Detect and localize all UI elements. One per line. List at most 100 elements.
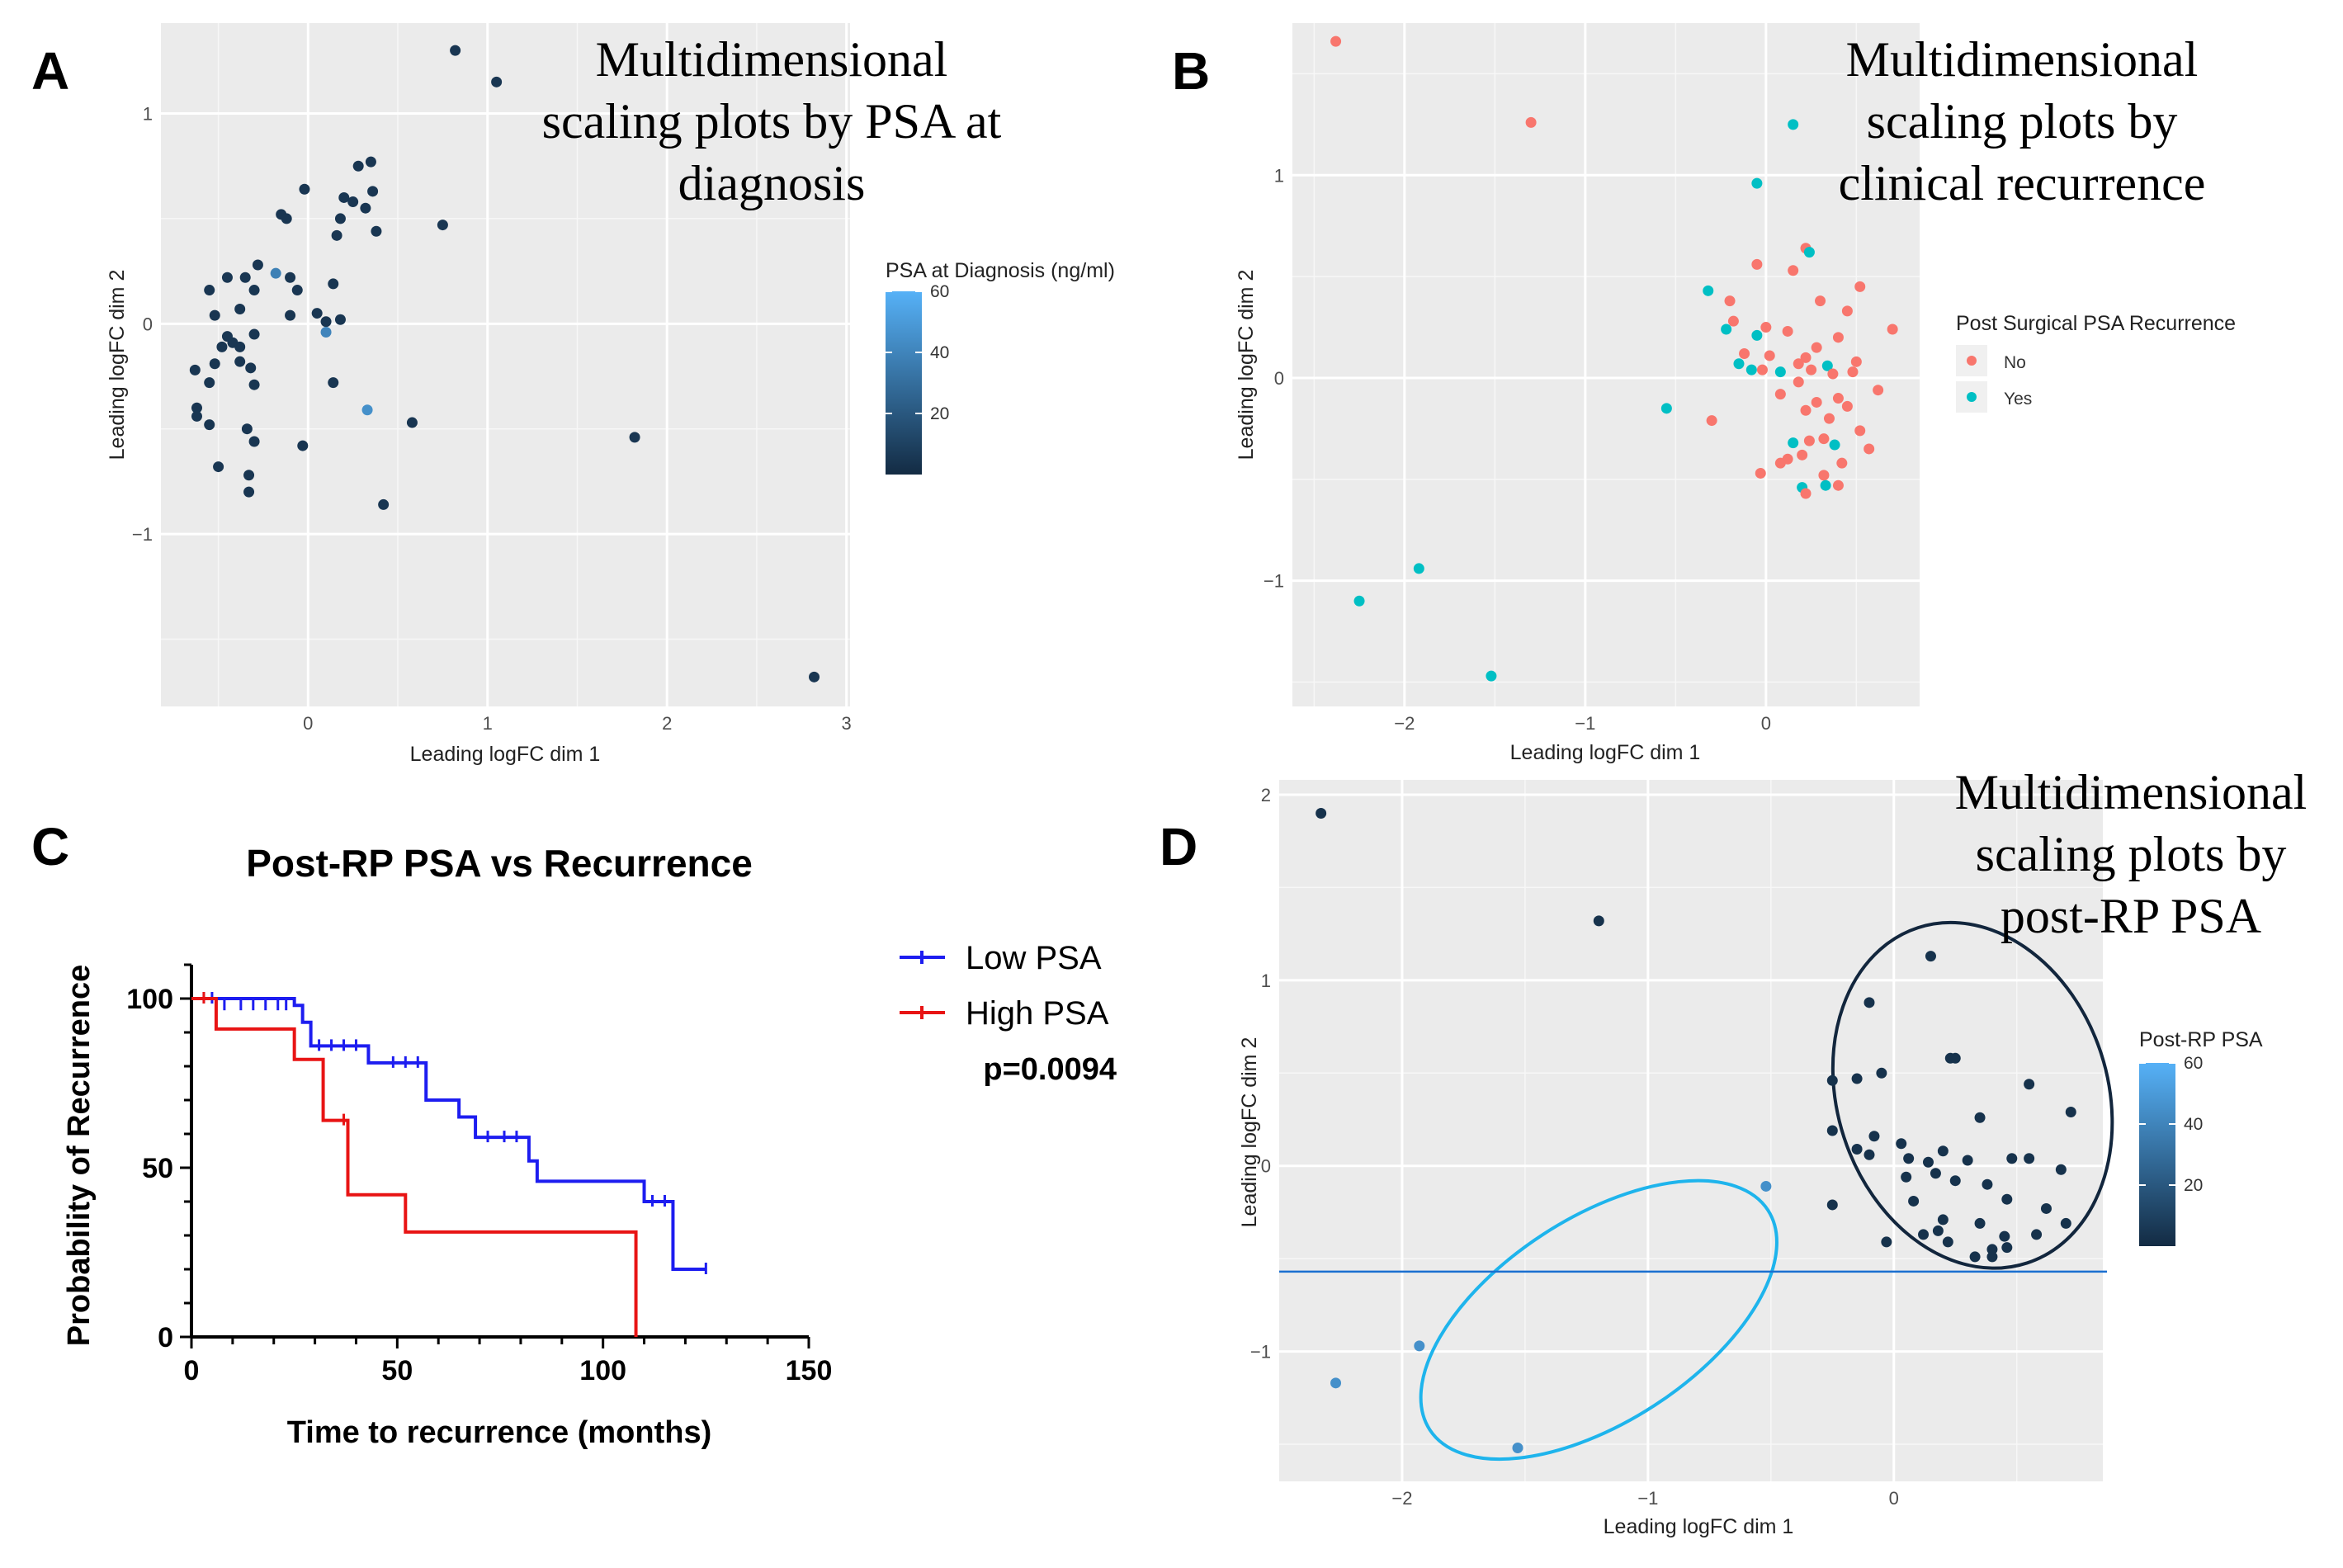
data-point [491, 76, 503, 87]
data-point [334, 314, 346, 325]
data-point [361, 404, 373, 416]
data-point [1986, 1244, 1998, 1255]
panel-b-points [1330, 35, 1898, 682]
data-point [1525, 116, 1537, 128]
data-point [371, 225, 382, 237]
panel-d-xtick: −1 [1637, 1488, 1658, 1509]
panel-a-ytick: 1 [143, 104, 153, 125]
data-point [234, 303, 246, 314]
data-point [1745, 364, 1757, 375]
panel-a-colorbar-tick: 40 [930, 343, 949, 362]
data-point [629, 432, 640, 443]
panel-b-xtick: −1 [1575, 713, 1595, 734]
panel-d-colorbar-tick: 40 [2184, 1115, 2203, 1134]
data-point [204, 377, 215, 389]
data-point [1755, 467, 1766, 479]
panel-d-gridlines [1279, 780, 2103, 1481]
panel-a-xlabel: Leading logFC dim 1 [410, 743, 601, 766]
data-point [1751, 177, 1763, 189]
data-point [1854, 281, 1866, 292]
panel-a-xtick: 3 [842, 713, 852, 734]
data-point [1751, 258, 1763, 270]
data-point [1949, 1052, 1961, 1064]
data-point [2055, 1164, 2067, 1175]
data-point [2031, 1229, 2043, 1240]
data-point [1918, 1229, 1930, 1240]
panel-d-colorbar-ticks: 20 40 60 [2139, 1054, 2203, 1195]
data-point [239, 272, 251, 283]
data-point [281, 213, 292, 224]
panel-b-annotation-line: clinical recurrence [1839, 156, 2206, 210]
panel-letter-b: B [1172, 41, 1210, 101]
cluster-ellipse-light [1419, 1178, 1779, 1462]
panel-d-tick-labels: −2 −1 0 −1 0 1 2 [1250, 785, 1899, 1509]
data-point [334, 213, 346, 224]
data-point [1908, 1195, 1920, 1207]
data-point [191, 410, 202, 422]
panel-letter-d: D [1160, 817, 1197, 876]
data-point [1969, 1251, 1981, 1263]
data-point [1330, 35, 1342, 47]
data-point [1739, 347, 1750, 359]
data-point [1937, 1214, 1949, 1226]
data-point [1826, 1074, 1838, 1086]
data-point [1793, 376, 1804, 388]
data-point [1774, 457, 1786, 469]
panel-d-annotation-line: scaling plots by [1976, 827, 2287, 881]
data-point [1851, 1143, 1863, 1155]
data-point [1832, 393, 1844, 404]
data-point [1793, 358, 1804, 370]
data-point [221, 272, 233, 283]
panel-c-xtick: 100 [579, 1355, 626, 1386]
panel-d-xlabel: Leading logFC dim 1 [1604, 1515, 1794, 1538]
panel-c-ytick: 50 [142, 1153, 173, 1184]
panel-a-xtick: 2 [662, 713, 672, 734]
data-point [191, 402, 202, 413]
data-point [1864, 997, 1875, 1008]
data-point [1414, 1340, 1425, 1352]
panel-c-legend-label-high: High PSA [966, 995, 1109, 1032]
data-point [1706, 415, 1717, 427]
data-point [1815, 295, 1826, 307]
data-point [2040, 1202, 2052, 1214]
panel-c-p-value: p=0.0094 [983, 1052, 1117, 1087]
data-point [248, 436, 260, 447]
data-point [1811, 342, 1822, 353]
data-point [1841, 305, 1853, 317]
panel-b-xtick: −2 [1394, 713, 1415, 734]
data-point [291, 285, 303, 296]
data-point [243, 486, 255, 498]
panel-d-ellipses [1419, 920, 2114, 1462]
data-point [216, 341, 228, 352]
data-point [204, 285, 215, 296]
data-point [1823, 413, 1835, 424]
data-point [367, 186, 379, 197]
data-point [1826, 1125, 1838, 1136]
data-point [1818, 470, 1830, 481]
panel-b-gridlines [1292, 23, 1920, 706]
km-curve-low-psa [191, 997, 706, 1271]
data-point [248, 285, 260, 296]
data-point [1942, 1236, 1953, 1248]
data-point [1788, 437, 1799, 449]
panel-b-legend-title: Post Surgical PSA Recurrence [1956, 312, 2236, 335]
data-point [1962, 1155, 1973, 1166]
panel-d-colorbar-title: Post-RP PSA [2139, 1028, 2263, 1051]
data-point [1703, 285, 1714, 296]
data-point [2001, 1193, 2013, 1205]
data-point [1829, 439, 1840, 451]
data-point [1901, 1171, 1912, 1183]
data-point [1974, 1217, 1986, 1229]
data-point [1803, 247, 1815, 258]
data-point [360, 202, 371, 214]
data-point [285, 272, 296, 283]
data-point [270, 267, 281, 279]
panel-a-annotation-line: scaling plots by PSA at [542, 94, 1002, 149]
data-point [1316, 807, 1327, 819]
data-point [1797, 449, 1808, 460]
data-point [1806, 364, 1817, 375]
panel-c-xtick: 150 [786, 1355, 833, 1386]
data-point [241, 423, 253, 435]
data-point [209, 309, 220, 321]
panel-c-ytick: 0 [158, 1322, 173, 1353]
